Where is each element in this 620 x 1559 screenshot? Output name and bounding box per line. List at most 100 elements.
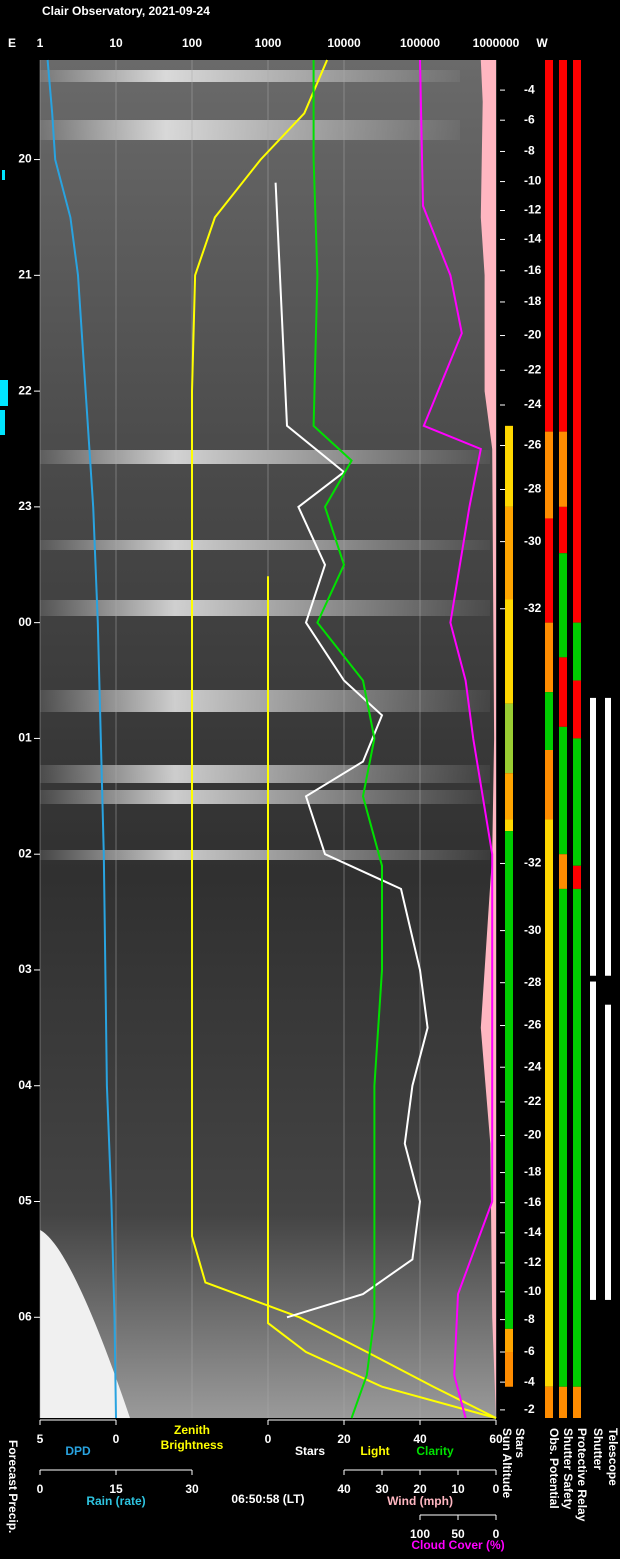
legend-label: Zenith Brightness: [160, 1423, 224, 1452]
x-tick-label: 5: [37, 1432, 44, 1446]
sun-altitude-label: -6: [524, 112, 535, 126]
y-tick-label: 03: [18, 962, 32, 976]
sun-altitude-label: -6: [524, 1344, 535, 1358]
sun-altitude-label: -32: [524, 601, 542, 615]
sun-altitude-label: -12: [524, 203, 542, 217]
status-label: Stars: [513, 1428, 527, 1458]
sun-altitude-label: -30: [524, 923, 542, 937]
status-segment: [505, 506, 513, 600]
x-tick-label: 10: [109, 36, 123, 50]
line: [274, 182, 429, 1319]
status-segment: [545, 60, 553, 432]
y-tick-label: 22: [18, 383, 32, 397]
status-label: Shutter Safety: [561, 1428, 575, 1510]
axis-name: Rain (rate): [86, 1494, 145, 1508]
sky-streaks: [40, 70, 490, 860]
status-segment: [573, 888, 581, 1387]
status-segment: [545, 1386, 553, 1418]
x-tick-label: 20: [337, 1432, 351, 1446]
chart-title: Clair Observatory, 2021-09-24: [42, 4, 210, 18]
status-segment: [559, 1386, 567, 1418]
status-segment: [559, 888, 567, 1387]
x-tick-label: 100000: [400, 36, 440, 50]
line: [419, 59, 494, 1419]
status-segment: [505, 599, 513, 704]
forecast-label: Forecast Precip.: [6, 1440, 20, 1533]
line: [312, 60, 383, 1419]
sun-altitude-label: -22: [524, 362, 542, 376]
status-label: Telescope: [606, 1428, 620, 1486]
sun-altitude-label: -24: [524, 1059, 542, 1073]
sun-altitude-label: -26: [524, 1018, 542, 1032]
sun-altitude-label: -18: [524, 1165, 542, 1179]
sun-altitude-label: -32: [524, 856, 542, 870]
y-tick-label: 06: [18, 1309, 32, 1323]
y-tick-label: 20: [18, 152, 32, 166]
status-segment: [505, 703, 513, 774]
sun-altitude-label: -8: [524, 1312, 535, 1326]
sun-altitude-label: -26: [524, 438, 542, 452]
status-label: Shutter: [591, 1428, 605, 1470]
status-segment: [505, 831, 513, 1329]
line: [46, 59, 117, 1419]
x-tick-label: 10: [451, 1482, 465, 1496]
x-tick-label: 0: [37, 1482, 44, 1496]
x-tick-label: 50: [451, 1527, 465, 1541]
legend-label: DPD: [65, 1444, 91, 1458]
x-tick-label: 40: [337, 1482, 351, 1496]
x-tick-label: 0: [493, 1527, 500, 1541]
sun-altitude-label: Sun Altitude: [500, 1428, 514, 1499]
x-tick-label: 40: [413, 1432, 427, 1446]
status-segment: [505, 1328, 513, 1353]
sun-altitude-label: -8: [524, 144, 535, 158]
x-tick-label: 10000: [327, 36, 361, 50]
sun-altitude-label: -16: [524, 1195, 542, 1209]
y-tick-label: 04: [18, 1078, 32, 1092]
line: [267, 576, 497, 1419]
status-segment: [559, 60, 567, 432]
status-segment: [559, 726, 567, 855]
sun-altitude-label: -30: [524, 534, 542, 548]
sun-altitude-label: -24: [524, 397, 542, 411]
sun-altitude-label: -28: [524, 975, 542, 989]
status-segment: [559, 657, 567, 727]
x-tick-label: 1000: [255, 36, 282, 50]
x-tick-label: 20: [413, 1482, 427, 1496]
x-tick-label: 30: [375, 1482, 389, 1496]
status-segment: [545, 749, 553, 820]
x-tick-label: 0: [113, 1432, 120, 1446]
status-segment: [573, 738, 581, 866]
status-segment: [559, 431, 567, 507]
sun-altitude-label: -14: [524, 232, 542, 246]
status-segment: [573, 680, 581, 739]
sun-altitude-label: -4: [524, 1374, 535, 1388]
forecast-precip-marks: [0, 170, 8, 435]
sun-altitude-label: -4: [524, 82, 535, 96]
status-segment: [545, 431, 553, 519]
time-label: 06:50:58 (LT): [231, 1492, 304, 1506]
status-segment: [573, 622, 581, 681]
y-tick-label: 05: [18, 1194, 32, 1208]
legend-label: Stars: [295, 1444, 325, 1458]
x-tick-label: 60: [489, 1432, 503, 1446]
status-segment: [545, 622, 553, 693]
x-tick-label: 30: [185, 1482, 199, 1496]
status-label: Protective Relay: [575, 1428, 589, 1522]
status-segment: [559, 553, 567, 658]
x-tick-label: 1: [37, 36, 44, 50]
status-segment: [605, 1004, 611, 1300]
status-label: Obs. Potential: [547, 1428, 561, 1509]
x-tick-label: 0: [493, 1482, 500, 1496]
status-segment: [573, 1386, 581, 1418]
status-segment: [505, 1352, 513, 1387]
status-segment: [590, 981, 596, 1300]
x-tick-label: 100: [410, 1527, 430, 1541]
legend-label: Clarity: [416, 1444, 454, 1458]
sun-altitude-label: -28: [524, 482, 542, 496]
sun-altitude-label: -12: [524, 1255, 542, 1269]
sun-altitude-label: -20: [524, 1128, 542, 1142]
sun-altitude-label: -2: [524, 1402, 535, 1416]
sun-altitude-label: -14: [524, 1225, 542, 1239]
